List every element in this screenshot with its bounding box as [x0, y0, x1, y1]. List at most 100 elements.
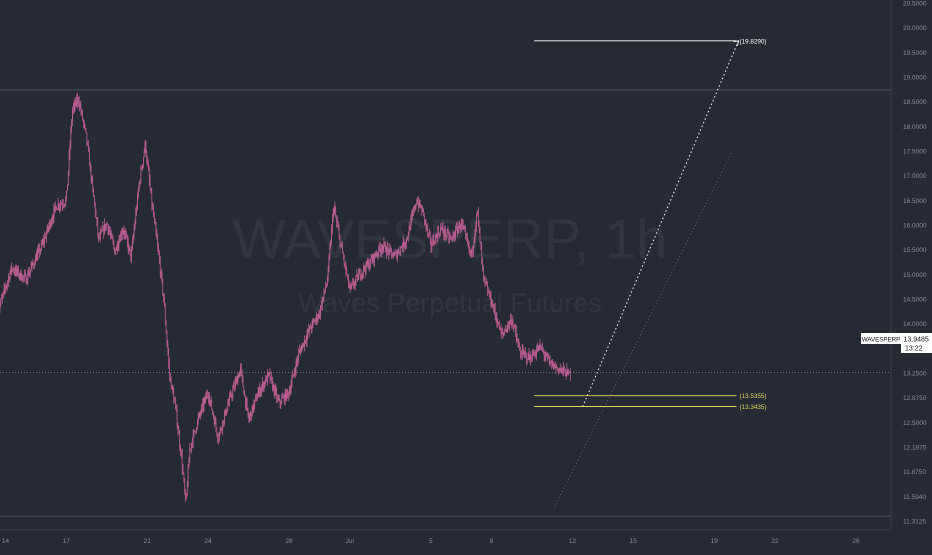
candle-body-675: [567, 369, 568, 376]
candle-body-121: [99, 237, 100, 238]
candle-body-517: [433, 239, 434, 243]
candle-body-653: [548, 356, 549, 359]
candle-body-479: [401, 247, 402, 248]
candle-body-94: [76, 99, 77, 103]
candle-body-290: [242, 372, 243, 377]
candle-body-203: [168, 353, 169, 363]
candle-body-422: [353, 283, 354, 286]
candle-body-637: [535, 354, 536, 356]
candle-body-633: [531, 361, 532, 362]
candle-body-423: [354, 285, 355, 286]
candle-body-567: [475, 225, 476, 232]
price-tick-3: 19.0000: [903, 75, 927, 82]
candle-body-302: [252, 406, 253, 417]
candle-body-453: [379, 246, 380, 249]
candle-body-250: [208, 395, 209, 397]
candle-body-114: [93, 188, 94, 197]
candle-body-541: [454, 235, 455, 237]
candle-body-485: [406, 239, 407, 244]
candle-body-324: [270, 377, 271, 380]
candle-body-28: [21, 271, 22, 279]
candle-body-254: [211, 401, 212, 410]
candle-body-386: [323, 297, 324, 300]
candle-body-677: [568, 370, 569, 374]
candle-body-559: [469, 243, 470, 249]
candle-body-217: [180, 446, 181, 453]
candle-body-554: [464, 229, 465, 231]
candle-body-506: [424, 213, 425, 221]
candle-body-660: [554, 364, 555, 369]
candle-body-170: [140, 169, 141, 181]
price-tick-19: 11.8750: [903, 469, 926, 476]
candle-body-15: [10, 273, 11, 280]
candle-body-88: [71, 122, 72, 130]
candle-body-266: [221, 429, 222, 430]
candle-body-279: [232, 389, 233, 396]
candle-body-62: [49, 222, 50, 226]
candle-body-608: [510, 319, 511, 322]
candle-body-580: [486, 283, 487, 285]
candle-body-100: [81, 112, 82, 113]
candle-body-247: [205, 397, 206, 399]
candle-body-107: [87, 142, 88, 145]
candle-body-120: [98, 234, 99, 237]
candle-body-149: [123, 231, 124, 233]
candle-body-187: [155, 220, 156, 225]
candle-body-475: [398, 250, 399, 253]
candle-body-124: [102, 231, 103, 232]
candle-body-241: [200, 413, 201, 414]
candle-body-35: [27, 281, 28, 283]
candle-body-270: [225, 409, 226, 414]
candle-body-295: [246, 402, 247, 405]
candle-body-676: [567, 369, 568, 370]
candle-body-231: [192, 443, 193, 444]
price-tick-17: 12.5000: [903, 420, 927, 427]
candle-body-184: [152, 206, 153, 209]
candle-body-409: [342, 247, 343, 254]
candle-body-411: [344, 258, 345, 264]
candle-body-465: [389, 248, 390, 254]
price-tick-18: 12.1875: [903, 445, 927, 452]
candle-body-56: [44, 237, 45, 242]
candle-body-237: [197, 421, 198, 429]
candle-body-635: [533, 353, 534, 356]
candle-body-415: [347, 274, 348, 275]
candle-body-329: [275, 389, 276, 394]
candle-body-115: [94, 197, 95, 204]
candle-body-399: [334, 208, 335, 214]
candle-body-294: [245, 395, 246, 405]
candle-body-593: [497, 323, 498, 324]
candle-body-20: [14, 271, 15, 272]
candle-body-68: [54, 206, 55, 209]
candle-body-460: [385, 244, 386, 252]
candle-body-657: [551, 361, 552, 366]
price-tick-6: 17.5000: [903, 149, 927, 156]
candle-body-52: [41, 243, 42, 249]
candle-body-538: [451, 238, 452, 239]
candle-body-154: [127, 237, 128, 242]
time-tick-10: 19: [711, 538, 719, 545]
candle-body-53: [42, 243, 43, 244]
candle-body-47: [37, 254, 38, 261]
candle-body-304: [254, 404, 255, 410]
candle-body-253: [211, 401, 212, 402]
candle-body-448: [375, 253, 376, 255]
candle-body-652: [547, 354, 548, 356]
candle-body-663: [556, 366, 557, 368]
candle-body-523: [438, 231, 439, 234]
candle-body-380: [318, 317, 319, 320]
price-tick-12: 14.5000: [903, 297, 927, 304]
candle-body-555: [465, 231, 466, 234]
candle-body-99: [81, 106, 82, 112]
candle-body-369: [308, 330, 309, 331]
candle-body-249: [207, 394, 208, 395]
candle-body-467: [391, 249, 392, 253]
candle-body-647: [543, 350, 544, 352]
candle-body-65: [52, 219, 53, 222]
candle-body-668: [561, 369, 562, 370]
candle-body-57: [45, 237, 46, 239]
candle-body-275: [229, 396, 230, 402]
candle-body-671: [563, 367, 564, 371]
level-label-2: (13.3435): [740, 404, 767, 411]
